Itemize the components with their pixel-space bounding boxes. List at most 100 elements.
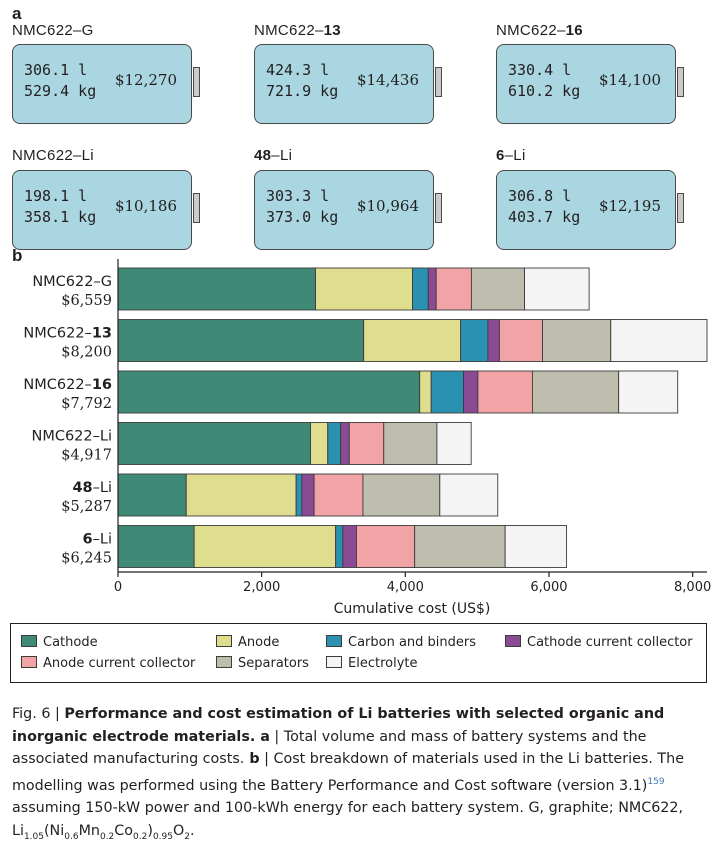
battery-cost: $12,270 — [114, 71, 177, 89]
bar-segment-carbon-and-binders — [460, 319, 489, 362]
caption-a-text: | Total volume and mass of battery syste… — [12, 728, 647, 768]
bar-segment-separators — [470, 267, 526, 311]
x-tick-label: 8,000 — [674, 580, 711, 595]
formula-sub: 1.05 — [23, 831, 44, 842]
bar-segment-cathode-current-collector — [487, 319, 500, 362]
battery-terminal-icon — [677, 67, 684, 97]
category-label: 6–Li — [83, 532, 112, 548]
category-label-bold: 6 — [83, 532, 93, 548]
category-total: $4,917 — [61, 448, 112, 464]
battery-volume: 303.3 l — [266, 187, 330, 205]
battery-volume: 330.4 l — [508, 61, 572, 79]
battery-volume: 306.1 l — [24, 61, 88, 79]
caption-b-text: | Cost breakdown of materials used in th… — [12, 751, 684, 794]
battery-title-suffix: –Li — [504, 147, 526, 164]
bar-segment-cathode — [117, 525, 195, 568]
battery-volume: 424.3 l — [266, 61, 330, 79]
bar-segment-cathode-current-collector — [301, 473, 315, 517]
battery-volume: 306.8 l — [508, 187, 572, 205]
battery-card: 306.8 l 403.7 kg $12,195 — [496, 170, 684, 250]
x-axis-title: Cumulative cost (US$) — [334, 601, 491, 617]
category-label-prefix: NMC622– — [32, 274, 100, 290]
bar-segment-anode-current-collector — [348, 422, 385, 465]
category-label-suffix: Li — [100, 429, 112, 445]
battery-title-bold: 48 — [254, 147, 272, 164]
category-label-prefix: NMC622– — [23, 326, 91, 342]
caption-title: Performance and cost estimation of Li ba… — [12, 706, 665, 745]
battery-card: 306.1 l 529.4 kg $12,270 — [12, 44, 200, 124]
category-label-prefix: NMC622– — [31, 429, 99, 445]
legend-item: Electrolyte — [326, 656, 417, 671]
x-tick-label: 2,000 — [243, 580, 280, 595]
bar-segment-anode-current-collector — [498, 319, 543, 362]
battery-title-prefix: NMC622– — [496, 22, 566, 39]
formula-text: (Ni — [43, 822, 65, 839]
formula-text: . — [189, 822, 195, 839]
battery-title: NMC622–16 — [496, 22, 583, 39]
battery-mass: 610.2 kg — [508, 82, 581, 100]
legend-item: Carbon and binders — [326, 635, 476, 650]
legend-label: Anode — [238, 635, 280, 650]
battery-title-suffix: Li — [81, 147, 94, 164]
legend-label: Cathode — [43, 635, 98, 650]
battery-card: 303.3 l 373.0 kg $10,964 — [254, 170, 442, 250]
legend-item: Anode — [216, 635, 279, 650]
bar-segment-cathode-current-collector — [342, 525, 357, 568]
category-label-suffix: –Li — [93, 532, 112, 548]
category-label-bold: 48 — [72, 480, 92, 496]
bar-segment-separators — [414, 525, 506, 568]
bar-segment-carbon-and-binders — [412, 267, 429, 311]
bar-segment-separators — [383, 422, 438, 465]
category-total: $6,559 — [61, 293, 112, 309]
legend-swatch — [216, 656, 232, 668]
battery-card: 198.1 l 358.1 kg $10,186 — [12, 170, 200, 250]
bar-segment-cathode-current-collector — [463, 370, 479, 414]
bar-segment-carbon-and-binders — [327, 422, 342, 465]
battery-title-prefix: NMC622– — [12, 22, 82, 39]
bar-segment-cathode — [117, 319, 365, 362]
battery-cost: $10,964 — [356, 197, 419, 215]
battery-terminal-icon — [435, 193, 442, 223]
legend-swatch — [216, 635, 232, 647]
bar-segment-cathode — [117, 370, 421, 414]
battery-title: 48–Li — [254, 147, 292, 164]
category-total: $6,245 — [61, 551, 112, 567]
bar-segment-anode — [363, 319, 462, 362]
battery-title-bold: 16 — [565, 22, 583, 39]
bar-segment-carbon-and-binders — [295, 473, 303, 517]
caption-a-letter: a — [255, 728, 270, 745]
battery-terminal-icon — [677, 193, 684, 223]
bar-segment-anode-current-collector — [435, 267, 472, 311]
legend-label: Carbon and binders — [348, 635, 477, 650]
battery-terminal-icon — [193, 67, 200, 97]
caption-b-text2: assuming 150-kW power and 100-kWh energy… — [12, 800, 684, 839]
category-label: NMC622–G — [32, 274, 112, 290]
bar-segment-electrolyte — [504, 525, 568, 568]
battery-title: 6–Li — [496, 147, 526, 164]
category-label: 48–Li — [72, 480, 112, 496]
battery-mass: 529.4 kg — [24, 82, 97, 100]
legend: Cathode Anode Carbon and binders Cathode cu… — [10, 623, 707, 683]
bar-segment-electrolyte — [439, 473, 499, 517]
battery-title-bold: 13 — [323, 22, 341, 39]
bar-segment-separators — [362, 473, 441, 517]
legend-swatch — [21, 635, 37, 647]
battery-title: NMC622–13 — [254, 22, 341, 39]
battery-card: 330.4 l 610.2 kg $14,100 — [496, 44, 684, 124]
caption-reference[interactable]: 159 — [647, 776, 665, 787]
bar-segment-anode-current-collector — [356, 525, 416, 568]
cost-breakdown-chart: bNMC622–G$6,559NMC622–13$8,200NMC622–16$… — [12, 246, 711, 617]
category-total: $8,200 — [61, 345, 112, 361]
formula-sub: 0.2 — [133, 831, 148, 842]
battery-terminal-icon — [435, 67, 442, 97]
category-label-bold: 16 — [92, 377, 112, 393]
category-label: NMC622–16 — [23, 377, 112, 393]
bar-segment-anode-current-collector — [313, 473, 364, 517]
battery-terminal-icon — [193, 193, 200, 223]
bar-segment-electrolyte — [618, 370, 679, 414]
battery-title: NMC622–Li — [12, 147, 94, 164]
legend-swatch — [505, 635, 521, 647]
formula-text: O — [172, 822, 185, 839]
x-tick-label: 0 — [114, 580, 122, 595]
formula-text: ) — [147, 822, 153, 839]
